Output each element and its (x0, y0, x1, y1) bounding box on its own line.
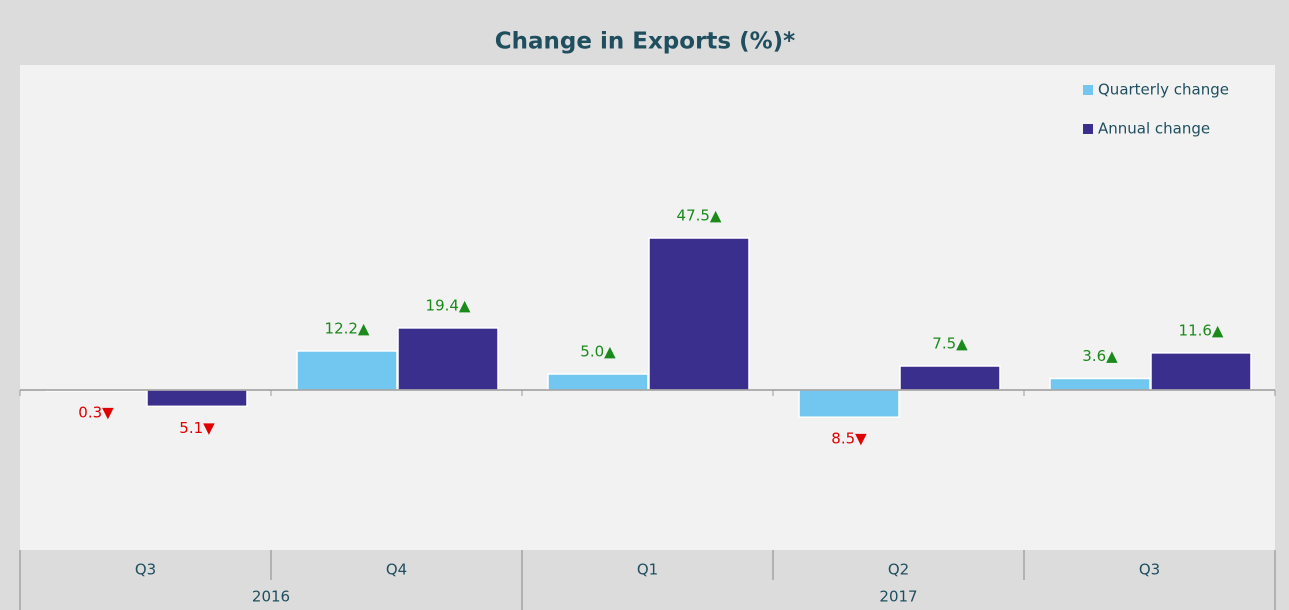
bar (547, 373, 649, 391)
data-label: 11.6▲ (1179, 321, 1224, 339)
plot-area (20, 65, 1275, 550)
data-label: 47.5▲ (677, 207, 722, 225)
x-tick-label: Q3 (1139, 561, 1160, 579)
x-tick-label: Q4 (386, 561, 407, 579)
bar (296, 350, 398, 391)
x-group-label: 2017 (879, 588, 917, 606)
bar (1049, 377, 1151, 391)
legend-swatch (1083, 124, 1093, 134)
data-label: 19.4▲ (426, 296, 471, 314)
data-label: 12.2▲ (325, 319, 370, 337)
x-tick-label: Q1 (637, 561, 658, 579)
x-tick-label: Q3 (135, 561, 156, 579)
legend-label: Quarterly change (1098, 81, 1229, 99)
bar (798, 389, 900, 418)
chart-title: Change in Exports (%)* (495, 29, 795, 55)
bar (1150, 352, 1252, 391)
bar (648, 237, 750, 391)
legend-swatch (1083, 85, 1093, 95)
bar (397, 327, 499, 391)
bar (899, 365, 1001, 391)
data-label: 8.5▼ (831, 430, 867, 448)
data-label: 5.1▼ (179, 419, 215, 437)
legend-label: Annual change (1098, 120, 1210, 138)
data-label: 5.0▲ (580, 343, 616, 361)
data-label: 7.5▲ (932, 335, 968, 353)
x-tick-label: Q2 (888, 561, 909, 579)
data-label: 3.6▲ (1082, 347, 1118, 365)
data-label: 0.3▼ (78, 403, 114, 421)
x-group-label: 2016 (252, 588, 290, 606)
bar (146, 389, 248, 408)
